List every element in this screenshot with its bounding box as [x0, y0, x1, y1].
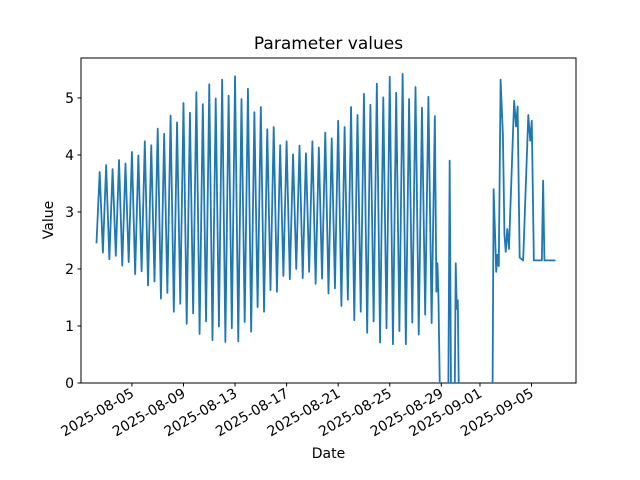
x-axis-label: Date	[311, 446, 346, 462]
y-axis-label: Value	[41, 200, 58, 240]
chart-title: Parameter values	[253, 34, 404, 54]
y-tick-label: 5	[65, 91, 74, 107]
y-tick-label: 0	[65, 376, 74, 392]
y-tick-label: 3	[65, 205, 74, 221]
y-tick-label: 1	[65, 319, 74, 335]
data-line-parameter	[95, 73, 556, 384]
y-tick-label: 2	[65, 262, 74, 278]
y-tick-label: 4	[65, 148, 74, 164]
axes-spines	[80, 57, 577, 384]
